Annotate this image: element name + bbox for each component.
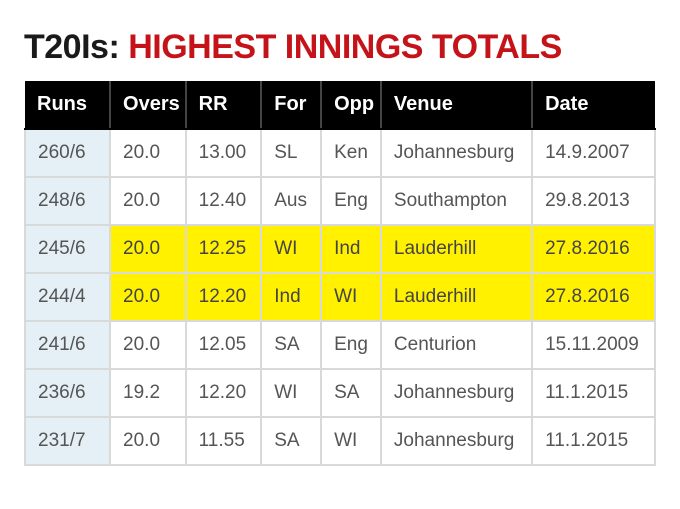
cell-venue: Johannesburg xyxy=(381,369,532,417)
cell-date: 29.8.2013 xyxy=(532,177,655,225)
col-header-venue: Venue xyxy=(381,81,532,129)
cell-for: Ind xyxy=(261,273,321,321)
cell-date: 27.8.2016 xyxy=(532,273,655,321)
cell-for: WI xyxy=(261,225,321,273)
cell-opp: SA xyxy=(321,369,381,417)
col-header-overs: Overs xyxy=(110,81,186,129)
cell-runs: 231/7 xyxy=(25,417,110,465)
cell-for: SA xyxy=(261,417,321,465)
cell-rr: 11.55 xyxy=(186,417,262,465)
table-row: 231/720.011.55SAWIJohannesburg11.1.2015 xyxy=(25,417,655,465)
cell-venue: Johannesburg xyxy=(381,129,532,177)
cell-for: Aus xyxy=(261,177,321,225)
cell-overs: 20.0 xyxy=(110,273,186,321)
cell-for: SA xyxy=(261,321,321,369)
col-header-opp: Opp xyxy=(321,81,381,129)
table-row: 236/619.212.20WISAJohannesburg11.1.2015 xyxy=(25,369,655,417)
cell-venue: Centurion xyxy=(381,321,532,369)
table-body: 260/620.013.00SLKenJohannesburg14.9.2007… xyxy=(25,129,655,465)
col-header-for: For xyxy=(261,81,321,129)
cell-date: 14.9.2007 xyxy=(532,129,655,177)
cell-overs: 20.0 xyxy=(110,321,186,369)
cell-runs: 236/6 xyxy=(25,369,110,417)
cell-venue: Johannesburg xyxy=(381,417,532,465)
table-row: 241/620.012.05SAEngCenturion15.11.2009 xyxy=(25,321,655,369)
cell-rr: 12.25 xyxy=(186,225,262,273)
cell-opp: Ken xyxy=(321,129,381,177)
cell-overs: 20.0 xyxy=(110,129,186,177)
table-row: 248/620.012.40AusEngSouthampton29.8.2013 xyxy=(25,177,655,225)
cell-runs: 248/6 xyxy=(25,177,110,225)
cell-overs: 20.0 xyxy=(110,417,186,465)
cell-opp: WI xyxy=(321,417,381,465)
cell-opp: Eng xyxy=(321,321,381,369)
cell-for: WI xyxy=(261,369,321,417)
table-row: 244/420.012.20IndWILauderhill27.8.2016 xyxy=(25,273,655,321)
cell-date: 15.11.2009 xyxy=(532,321,655,369)
cell-rr: 13.00 xyxy=(186,129,262,177)
cell-date: 27.8.2016 xyxy=(532,225,655,273)
cell-date: 11.1.2015 xyxy=(532,369,655,417)
table-header-row: Runs Overs RR For Opp Venue Date xyxy=(25,81,655,129)
table-row: 260/620.013.00SLKenJohannesburg14.9.2007 xyxy=(25,129,655,177)
chart-title: T20Is: HIGHEST INNINGS TOTALS xyxy=(24,28,656,67)
cell-for: SL xyxy=(261,129,321,177)
cell-rr: 12.40 xyxy=(186,177,262,225)
cell-rr: 12.20 xyxy=(186,369,262,417)
cell-runs: 244/4 xyxy=(25,273,110,321)
cell-opp: WI xyxy=(321,273,381,321)
col-header-runs: Runs xyxy=(25,81,110,129)
cell-overs: 19.2 xyxy=(110,369,186,417)
cell-overs: 20.0 xyxy=(110,177,186,225)
col-header-date: Date xyxy=(532,81,655,129)
cell-venue: Lauderhill xyxy=(381,225,532,273)
cell-venue: Lauderhill xyxy=(381,273,532,321)
cell-runs: 245/6 xyxy=(25,225,110,273)
cell-runs: 241/6 xyxy=(25,321,110,369)
innings-table: Runs Overs RR For Opp Venue Date 260/620… xyxy=(24,81,656,466)
cell-date: 11.1.2015 xyxy=(532,417,655,465)
table-row: 245/620.012.25WIIndLauderhill27.8.2016 xyxy=(25,225,655,273)
cell-opp: Ind xyxy=(321,225,381,273)
col-header-rr: RR xyxy=(186,81,262,129)
cell-overs: 20.0 xyxy=(110,225,186,273)
title-main: HIGHEST INNINGS TOTALS xyxy=(128,28,562,66)
cell-opp: Eng xyxy=(321,177,381,225)
cell-runs: 260/6 xyxy=(25,129,110,177)
cell-rr: 12.05 xyxy=(186,321,262,369)
title-lead: T20Is: xyxy=(24,28,128,66)
cell-rr: 12.20 xyxy=(186,273,262,321)
cell-venue: Southampton xyxy=(381,177,532,225)
